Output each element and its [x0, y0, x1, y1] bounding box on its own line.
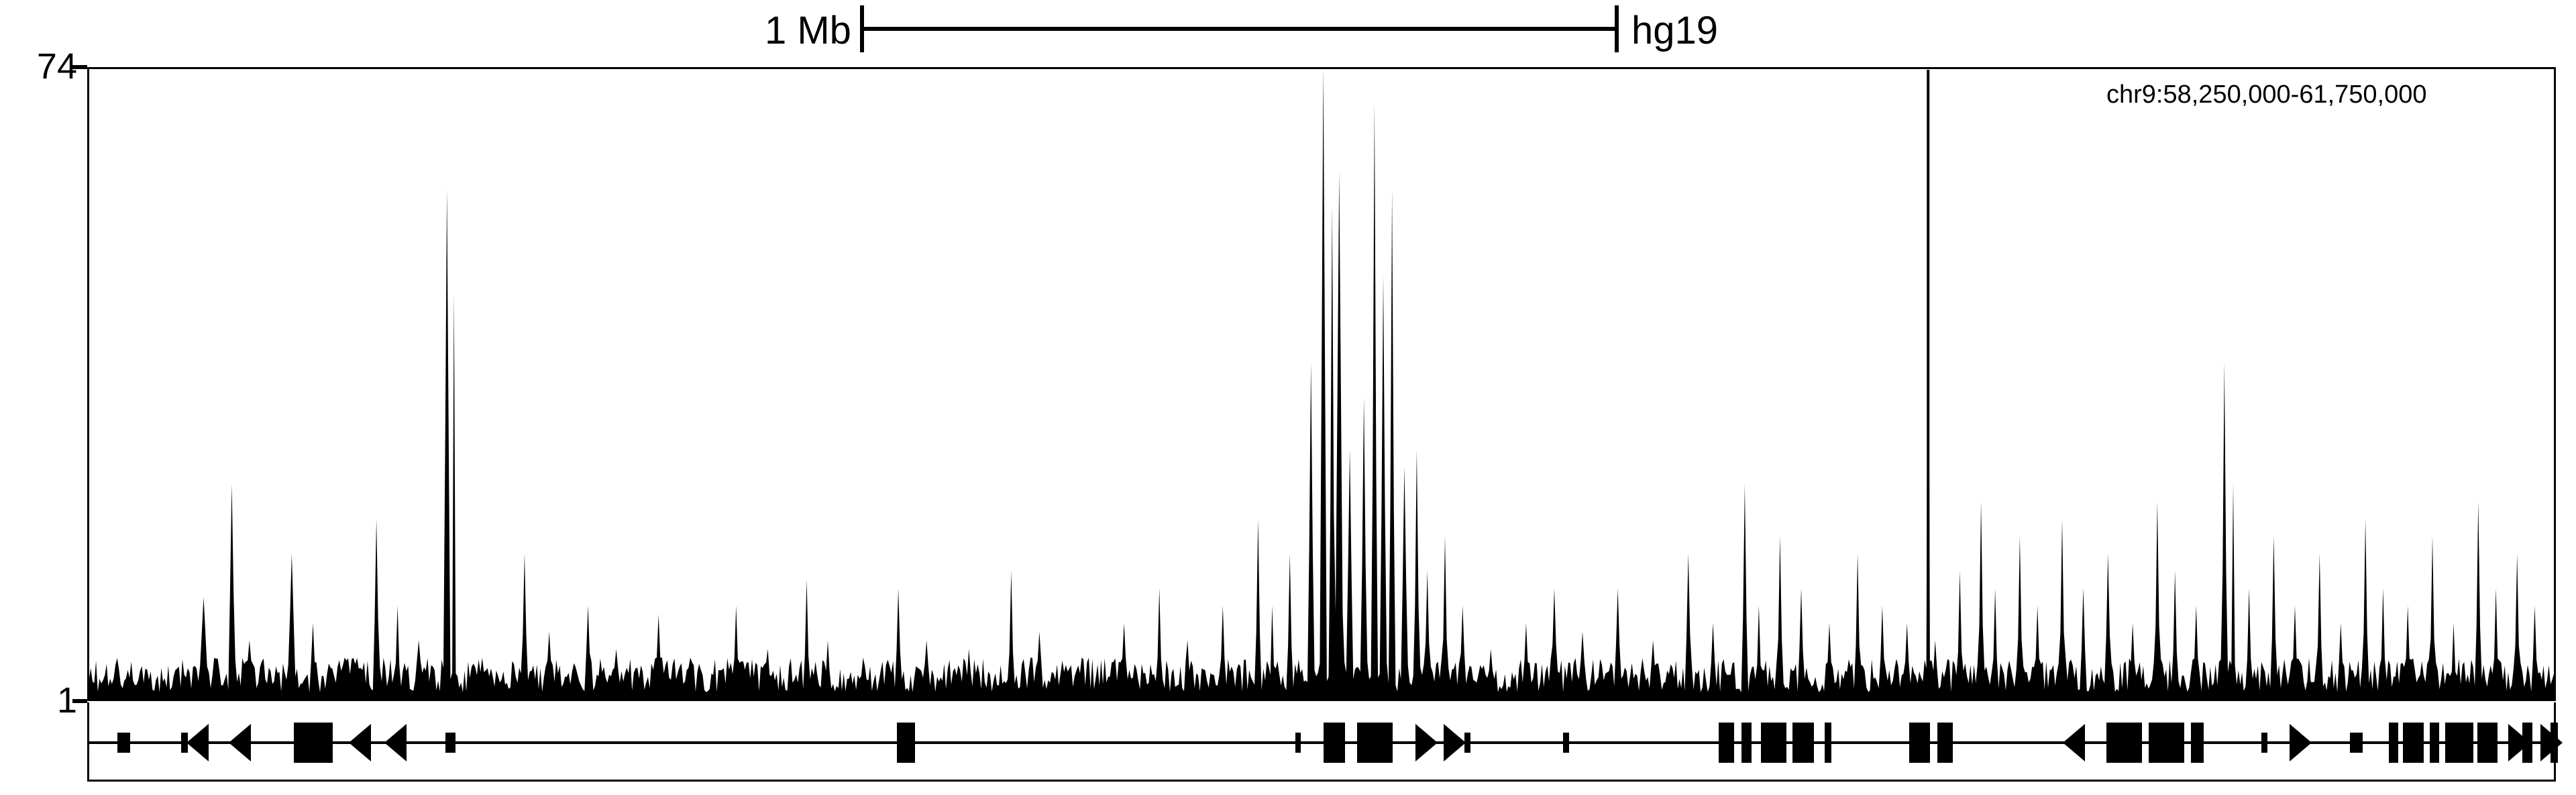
gene-exon-block [1825, 723, 1832, 763]
gene-direction-arrow-icon [229, 724, 251, 761]
y-axis-min-label: 1 [10, 680, 77, 721]
gene-exon-block [2106, 723, 2142, 763]
gene-exon-block [1792, 723, 1814, 763]
gene-exon-block [1719, 723, 1734, 763]
y-axis-max-label: 74 [10, 46, 77, 87]
gene-direction-arrow-icon [349, 724, 371, 761]
gene-exon-block [2551, 723, 2558, 763]
gene-exon-block [2149, 723, 2184, 763]
gene-direction-arrow-icon [384, 724, 407, 761]
gene-exon-block [2191, 723, 2204, 763]
gene-direction-arrow-icon [2063, 724, 2085, 761]
gene-exon-block [2445, 723, 2473, 763]
gene-exon-block [2477, 723, 2497, 763]
gene-exon-block [897, 723, 915, 763]
gene-exon-block [2403, 723, 2424, 763]
gene-direction-arrow-icon [1444, 724, 1466, 761]
gene-exon-block [1563, 733, 1568, 753]
gene-exon-block [2522, 723, 2532, 763]
gene-exon-block [2389, 723, 2399, 763]
gene-exon-block [1295, 733, 1301, 753]
gene-exon-block [1909, 723, 1931, 763]
gene-exon-block [1464, 733, 1470, 753]
y-axis-min-tick [72, 699, 87, 703]
gene-exon-block [2350, 733, 2363, 753]
gene-direction-arrow-icon [186, 724, 209, 761]
signal-track-svg [0, 0, 2576, 795]
gene-exon-block [1357, 723, 1393, 763]
region-coordinates: chr9:58,250,000-61,750,000 [2106, 81, 2427, 109]
gene-exon-block [1741, 723, 1752, 763]
y-axis-max-tick [72, 65, 87, 69]
gene-direction-arrow-icon [2290, 724, 2312, 761]
gene-exon-block [294, 723, 333, 763]
gene-exon-block [2261, 733, 2267, 753]
gene-direction-arrow-icon [1415, 724, 1438, 761]
gene-exon-block [2430, 723, 2440, 763]
gene-exon-block [117, 733, 130, 753]
gene-track [87, 702, 2556, 782]
gene-exon-block [445, 733, 455, 753]
gene-exon-block [1937, 723, 1953, 763]
gene-exon-block [1761, 723, 1786, 763]
gene-exon-block [1324, 723, 1345, 763]
